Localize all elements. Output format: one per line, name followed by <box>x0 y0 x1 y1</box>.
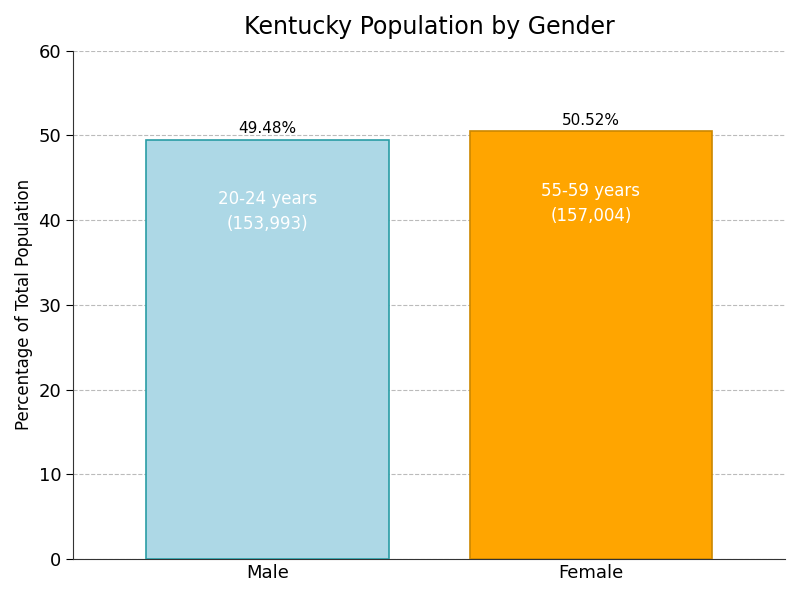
Bar <box>470 131 712 559</box>
Y-axis label: Percentage of Total Population: Percentage of Total Population <box>15 179 33 430</box>
Text: 50.52%: 50.52% <box>562 113 620 128</box>
Text: 55-59 years
(157,004): 55-59 years (157,004) <box>542 182 640 226</box>
Text: 49.48%: 49.48% <box>238 121 296 137</box>
Text: 20-24 years
(153,993): 20-24 years (153,993) <box>218 190 317 233</box>
Bar <box>146 140 389 559</box>
Title: Kentucky Population by Gender: Kentucky Population by Gender <box>244 15 614 39</box>
